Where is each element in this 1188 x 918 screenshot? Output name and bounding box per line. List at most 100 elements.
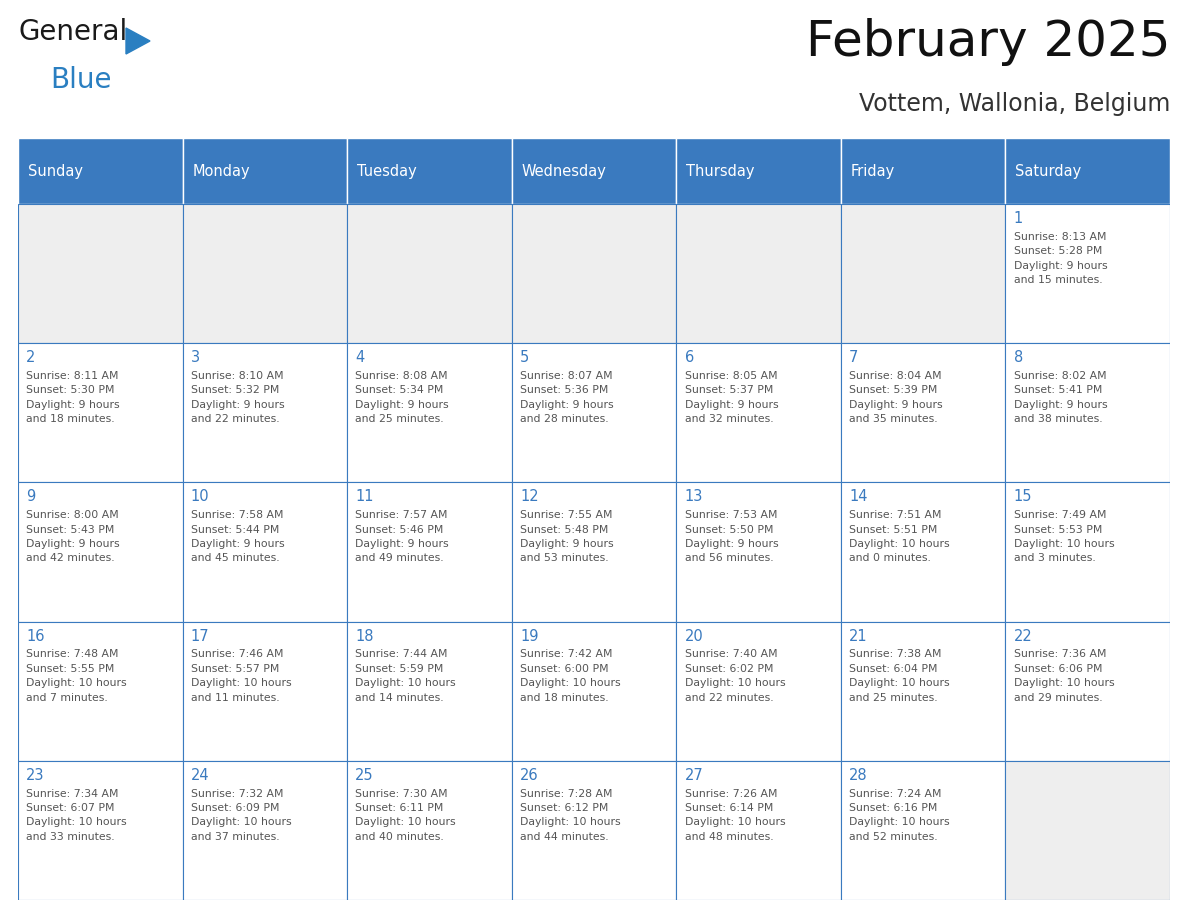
Text: 23: 23 xyxy=(26,767,45,783)
Text: Sunrise: 7:53 AM
Sunset: 5:50 PM
Daylight: 9 hours
and 56 minutes.: Sunrise: 7:53 AM Sunset: 5:50 PM Dayligh… xyxy=(684,510,778,564)
Text: Sunrise: 7:32 AM
Sunset: 6:09 PM
Daylight: 10 hours
and 37 minutes.: Sunrise: 7:32 AM Sunset: 6:09 PM Dayligh… xyxy=(191,789,291,842)
Text: Sunrise: 8:04 AM
Sunset: 5:39 PM
Daylight: 9 hours
and 35 minutes.: Sunrise: 8:04 AM Sunset: 5:39 PM Dayligh… xyxy=(849,371,943,424)
Bar xyxy=(512,204,676,343)
Text: Sunrise: 8:08 AM
Sunset: 5:34 PM
Daylight: 9 hours
and 25 minutes.: Sunrise: 8:08 AM Sunset: 5:34 PM Dayligh… xyxy=(355,371,449,424)
Bar xyxy=(676,343,841,483)
Bar xyxy=(18,343,183,483)
Polygon shape xyxy=(126,28,150,54)
Bar xyxy=(18,483,183,621)
Bar xyxy=(841,343,1005,483)
Text: Sunrise: 7:40 AM
Sunset: 6:02 PM
Daylight: 10 hours
and 22 minutes.: Sunrise: 7:40 AM Sunset: 6:02 PM Dayligh… xyxy=(684,649,785,702)
Text: 21: 21 xyxy=(849,629,867,644)
Bar xyxy=(841,204,1005,343)
Text: Sunrise: 7:30 AM
Sunset: 6:11 PM
Daylight: 10 hours
and 40 minutes.: Sunrise: 7:30 AM Sunset: 6:11 PM Dayligh… xyxy=(355,789,456,842)
Text: Thursday: Thursday xyxy=(687,163,754,178)
Text: Sunrise: 8:13 AM
Sunset: 5:28 PM
Daylight: 9 hours
and 15 minutes.: Sunrise: 8:13 AM Sunset: 5:28 PM Dayligh… xyxy=(1013,232,1107,285)
Text: February 2025: February 2025 xyxy=(805,18,1170,66)
Text: 12: 12 xyxy=(520,489,538,504)
Bar xyxy=(347,138,512,204)
Bar xyxy=(676,621,841,761)
Bar xyxy=(676,138,841,204)
Text: 4: 4 xyxy=(355,350,365,365)
Text: 26: 26 xyxy=(520,767,538,783)
Bar xyxy=(183,483,347,621)
Text: Sunrise: 8:07 AM
Sunset: 5:36 PM
Daylight: 9 hours
and 28 minutes.: Sunrise: 8:07 AM Sunset: 5:36 PM Dayligh… xyxy=(520,371,613,424)
Bar xyxy=(347,204,512,343)
Bar xyxy=(676,483,841,621)
Text: Sunrise: 8:11 AM
Sunset: 5:30 PM
Daylight: 9 hours
and 18 minutes.: Sunrise: 8:11 AM Sunset: 5:30 PM Dayligh… xyxy=(26,371,120,424)
Bar xyxy=(676,761,841,900)
Text: Sunrise: 7:57 AM
Sunset: 5:46 PM
Daylight: 9 hours
and 49 minutes.: Sunrise: 7:57 AM Sunset: 5:46 PM Dayligh… xyxy=(355,510,449,564)
Text: Sunrise: 7:49 AM
Sunset: 5:53 PM
Daylight: 10 hours
and 3 minutes.: Sunrise: 7:49 AM Sunset: 5:53 PM Dayligh… xyxy=(1013,510,1114,564)
Bar xyxy=(512,483,676,621)
Text: 3: 3 xyxy=(191,350,200,365)
Bar xyxy=(676,204,841,343)
Text: 1: 1 xyxy=(1013,211,1023,226)
Text: 16: 16 xyxy=(26,629,45,644)
Text: Sunrise: 7:55 AM
Sunset: 5:48 PM
Daylight: 9 hours
and 53 minutes.: Sunrise: 7:55 AM Sunset: 5:48 PM Dayligh… xyxy=(520,510,613,564)
Text: 5: 5 xyxy=(520,350,529,365)
Text: 14: 14 xyxy=(849,489,867,504)
Bar xyxy=(841,621,1005,761)
Text: Sunrise: 7:48 AM
Sunset: 5:55 PM
Daylight: 10 hours
and 7 minutes.: Sunrise: 7:48 AM Sunset: 5:55 PM Dayligh… xyxy=(26,649,127,702)
Bar xyxy=(183,761,347,900)
Text: Tuesday: Tuesday xyxy=(358,163,417,178)
Text: 6: 6 xyxy=(684,350,694,365)
Text: 25: 25 xyxy=(355,767,374,783)
Text: Sunrise: 7:24 AM
Sunset: 6:16 PM
Daylight: 10 hours
and 52 minutes.: Sunrise: 7:24 AM Sunset: 6:16 PM Dayligh… xyxy=(849,789,949,842)
Text: Sunrise: 7:44 AM
Sunset: 5:59 PM
Daylight: 10 hours
and 14 minutes.: Sunrise: 7:44 AM Sunset: 5:59 PM Dayligh… xyxy=(355,649,456,702)
Text: Sunrise: 8:02 AM
Sunset: 5:41 PM
Daylight: 9 hours
and 38 minutes.: Sunrise: 8:02 AM Sunset: 5:41 PM Dayligh… xyxy=(1013,371,1107,424)
Text: 17: 17 xyxy=(191,629,209,644)
Text: Sunrise: 8:00 AM
Sunset: 5:43 PM
Daylight: 9 hours
and 42 minutes.: Sunrise: 8:00 AM Sunset: 5:43 PM Dayligh… xyxy=(26,510,120,564)
Text: Sunrise: 7:51 AM
Sunset: 5:51 PM
Daylight: 10 hours
and 0 minutes.: Sunrise: 7:51 AM Sunset: 5:51 PM Dayligh… xyxy=(849,510,949,564)
Bar xyxy=(1005,483,1170,621)
Bar xyxy=(1005,621,1170,761)
Bar xyxy=(183,204,347,343)
Bar xyxy=(841,761,1005,900)
Text: 13: 13 xyxy=(684,489,703,504)
Text: Sunrise: 7:28 AM
Sunset: 6:12 PM
Daylight: 10 hours
and 44 minutes.: Sunrise: 7:28 AM Sunset: 6:12 PM Dayligh… xyxy=(520,789,620,842)
Bar xyxy=(512,761,676,900)
Text: 2: 2 xyxy=(26,350,36,365)
Bar xyxy=(512,343,676,483)
Bar xyxy=(347,343,512,483)
Bar xyxy=(1005,343,1170,483)
Text: Sunrise: 7:38 AM
Sunset: 6:04 PM
Daylight: 10 hours
and 25 minutes.: Sunrise: 7:38 AM Sunset: 6:04 PM Dayligh… xyxy=(849,649,949,702)
Bar xyxy=(18,761,183,900)
Text: Sunrise: 7:46 AM
Sunset: 5:57 PM
Daylight: 10 hours
and 11 minutes.: Sunrise: 7:46 AM Sunset: 5:57 PM Dayligh… xyxy=(191,649,291,702)
Bar xyxy=(841,483,1005,621)
Text: 22: 22 xyxy=(1013,629,1032,644)
Text: Sunrise: 7:42 AM
Sunset: 6:00 PM
Daylight: 10 hours
and 18 minutes.: Sunrise: 7:42 AM Sunset: 6:00 PM Dayligh… xyxy=(520,649,620,702)
Text: Sunrise: 7:34 AM
Sunset: 6:07 PM
Daylight: 10 hours
and 33 minutes.: Sunrise: 7:34 AM Sunset: 6:07 PM Dayligh… xyxy=(26,789,127,842)
Bar xyxy=(1005,204,1170,343)
Bar xyxy=(18,138,183,204)
Text: Vottem, Wallonia, Belgium: Vottem, Wallonia, Belgium xyxy=(859,93,1170,117)
Text: 20: 20 xyxy=(684,629,703,644)
Text: Blue: Blue xyxy=(50,66,112,94)
Text: Wednesday: Wednesday xyxy=(522,163,606,178)
Bar xyxy=(512,138,676,204)
Text: 10: 10 xyxy=(191,489,209,504)
Text: Sunrise: 7:36 AM
Sunset: 6:06 PM
Daylight: 10 hours
and 29 minutes.: Sunrise: 7:36 AM Sunset: 6:06 PM Dayligh… xyxy=(1013,649,1114,702)
Text: Friday: Friday xyxy=(851,163,895,178)
Bar xyxy=(347,483,512,621)
Text: 9: 9 xyxy=(26,489,36,504)
Bar xyxy=(183,343,347,483)
Text: Monday: Monday xyxy=(192,163,249,178)
Text: 18: 18 xyxy=(355,629,374,644)
Text: Sunrise: 8:10 AM
Sunset: 5:32 PM
Daylight: 9 hours
and 22 minutes.: Sunrise: 8:10 AM Sunset: 5:32 PM Dayligh… xyxy=(191,371,284,424)
Text: Saturday: Saturday xyxy=(1016,163,1081,178)
Text: 24: 24 xyxy=(191,767,209,783)
Bar xyxy=(1005,761,1170,900)
Text: 11: 11 xyxy=(355,489,374,504)
Bar xyxy=(18,621,183,761)
Text: Sunrise: 7:26 AM
Sunset: 6:14 PM
Daylight: 10 hours
and 48 minutes.: Sunrise: 7:26 AM Sunset: 6:14 PM Dayligh… xyxy=(684,789,785,842)
Bar xyxy=(183,621,347,761)
Text: General: General xyxy=(18,18,127,46)
Text: 7: 7 xyxy=(849,350,859,365)
Text: 19: 19 xyxy=(520,629,538,644)
Text: Sunday: Sunday xyxy=(27,163,83,178)
Bar xyxy=(1005,138,1170,204)
Text: 27: 27 xyxy=(684,767,703,783)
Bar xyxy=(183,138,347,204)
